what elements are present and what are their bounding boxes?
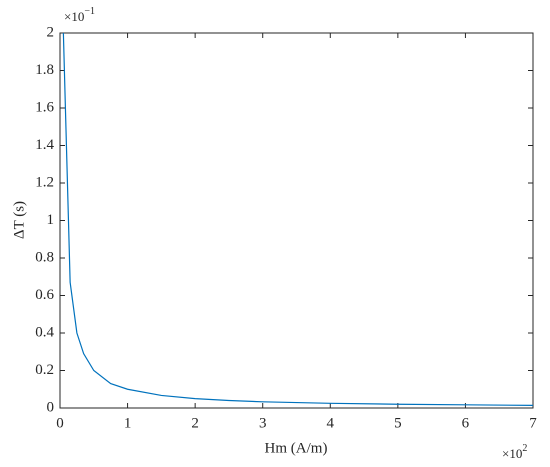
- y-tick-label: 1.2: [35, 174, 54, 190]
- y-multiplier-base: ×10: [64, 9, 84, 24]
- y-tick-label: 1: [47, 212, 55, 228]
- data-line: [62, 32, 534, 406]
- y-tick-label: 0.8: [35, 249, 54, 265]
- x-tick-label: 6: [462, 415, 470, 431]
- y-multiplier: ×10−1: [64, 6, 95, 24]
- x-tick-label: 2: [191, 415, 199, 431]
- y-tick-label: 1.4: [35, 137, 54, 153]
- x-multiplier: ×102: [502, 443, 527, 461]
- y-tick-label: 1.8: [35, 62, 54, 78]
- y-tick-label: 0: [47, 399, 55, 415]
- x-tick-label: 1: [124, 415, 132, 431]
- x-tick-label: 4: [327, 415, 335, 431]
- x-tick-label: 5: [394, 415, 402, 431]
- x-tick-label: 3: [259, 415, 267, 431]
- x-axis-label: Hm (A/m): [265, 440, 328, 456]
- y-multiplier-exponent: −1: [84, 6, 95, 17]
- y-tick-label: 0.6: [35, 287, 54, 303]
- x-multiplier-exponent: 2: [522, 443, 527, 454]
- y-tick-label: 0.2: [35, 362, 54, 378]
- y-axis-label: ΔT (s): [11, 201, 27, 239]
- y-tick-label: 0.4: [35, 324, 54, 340]
- y-tick-label: 2: [47, 24, 55, 40]
- x-multiplier-base: ×10: [502, 446, 522, 461]
- x-tick-label: 0: [56, 415, 64, 431]
- x-tick-label: 7: [529, 415, 537, 431]
- y-tick-label: 1.6: [35, 99, 54, 115]
